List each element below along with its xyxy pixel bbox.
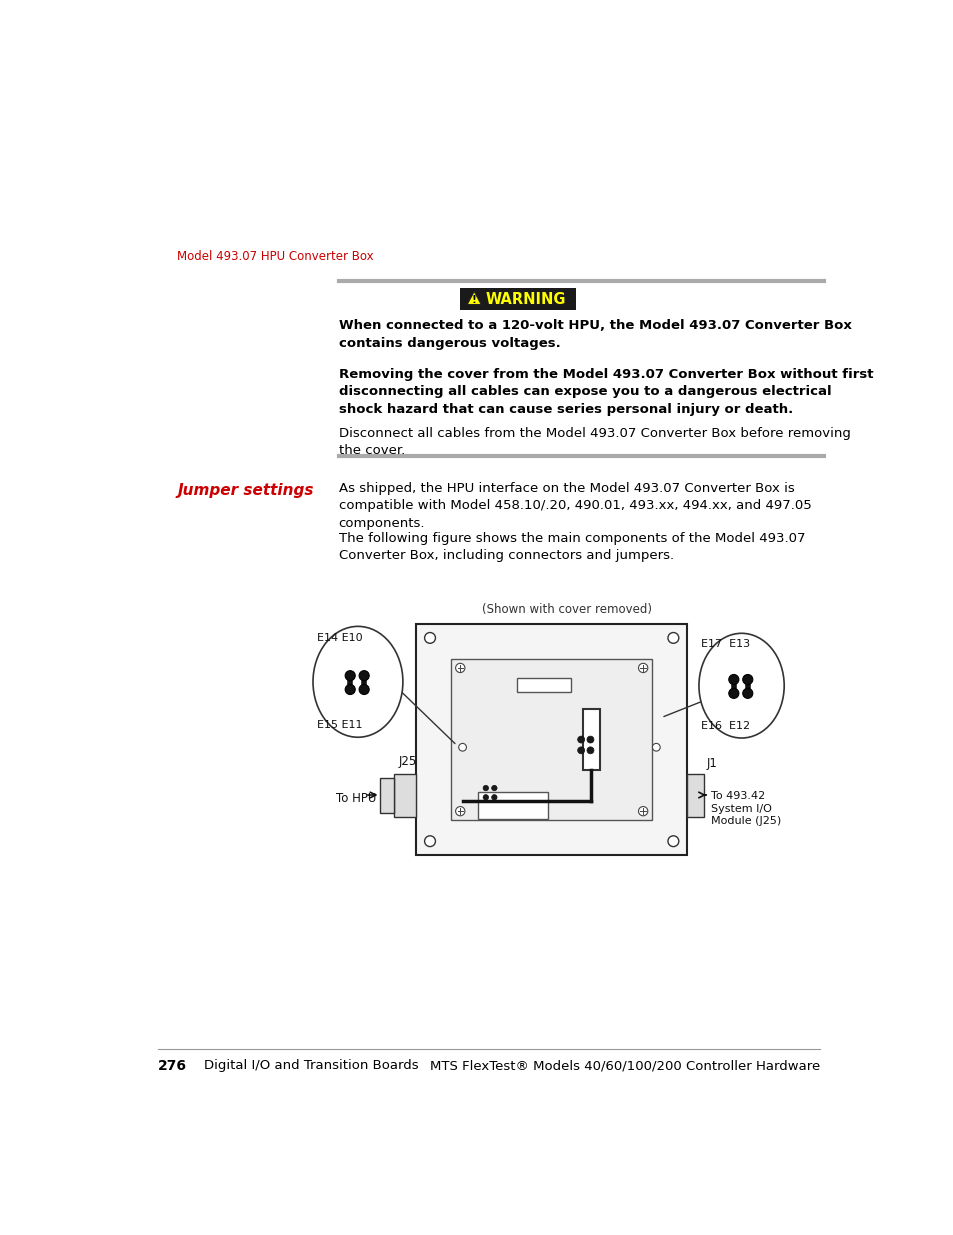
Circle shape — [358, 684, 369, 694]
Circle shape — [728, 688, 738, 698]
Text: Removing the cover from the Model 493.07 Converter Box without first
disconnecti: Removing the cover from the Model 493.07… — [338, 368, 872, 416]
Text: E17  E13: E17 E13 — [700, 640, 750, 650]
Circle shape — [491, 785, 497, 790]
Text: Model 493.07 HPU Converter Box: Model 493.07 HPU Converter Box — [177, 249, 374, 263]
Text: Digital I/O and Transition Boards: Digital I/O and Transition Boards — [204, 1060, 418, 1072]
Circle shape — [742, 688, 752, 698]
Text: J25: J25 — [397, 755, 416, 768]
Text: Jumper settings: Jumper settings — [177, 483, 314, 498]
Text: Disconnect all cables from the Model 493.07 Converter Box before removing
the co: Disconnect all cables from the Model 493… — [338, 427, 849, 457]
Circle shape — [424, 836, 435, 846]
Text: E15 E11: E15 E11 — [316, 720, 362, 730]
Bar — [451, 658, 652, 820]
Circle shape — [586, 736, 594, 743]
Circle shape — [667, 836, 679, 846]
Text: J1: J1 — [706, 757, 717, 771]
Circle shape — [358, 671, 369, 680]
Text: To 493.42
System I/O
Module (J25): To 493.42 System I/O Module (J25) — [710, 792, 780, 826]
Circle shape — [345, 671, 355, 680]
Text: E16  E12: E16 E12 — [700, 721, 750, 731]
Text: (Shown with cover removed): (Shown with cover removed) — [481, 604, 652, 616]
Circle shape — [482, 785, 488, 790]
Text: E14 E10: E14 E10 — [316, 632, 362, 642]
Circle shape — [638, 663, 647, 673]
Circle shape — [652, 743, 659, 751]
Circle shape — [424, 632, 435, 643]
Text: When connected to a 120-volt HPU, the Model 493.07 Converter Box
contains danger: When connected to a 120-volt HPU, the Mo… — [338, 319, 851, 350]
Ellipse shape — [313, 626, 402, 737]
Circle shape — [491, 794, 497, 800]
Circle shape — [578, 747, 584, 753]
Circle shape — [667, 632, 679, 643]
Bar — [416, 624, 686, 855]
Circle shape — [458, 743, 466, 751]
Text: As shipped, the HPU interface on the Model 493.07 Converter Box is
compatible wi: As shipped, the HPU interface on the Mod… — [338, 482, 810, 530]
Circle shape — [482, 794, 488, 800]
Text: MTS FlexTest® Models 40/60/100/200 Controller Hardware: MTS FlexTest® Models 40/60/100/200 Contr… — [429, 1060, 819, 1072]
Text: The following figure shows the main components of the Model 493.07
Converter Box: The following figure shows the main comp… — [338, 531, 804, 562]
Bar — [380, 778, 394, 813]
Bar — [517, 678, 571, 692]
Text: To HPU: To HPU — [335, 792, 376, 804]
Circle shape — [586, 747, 594, 753]
Circle shape — [456, 663, 464, 673]
Polygon shape — [467, 291, 480, 305]
Bar — [394, 774, 416, 816]
FancyBboxPatch shape — [459, 288, 576, 310]
Circle shape — [728, 674, 738, 684]
Circle shape — [638, 806, 647, 816]
Circle shape — [456, 806, 464, 816]
Text: 276: 276 — [158, 1060, 187, 1073]
Circle shape — [742, 674, 752, 684]
Bar — [582, 709, 599, 771]
Ellipse shape — [699, 634, 783, 739]
Bar — [477, 792, 547, 819]
Text: WARNING: WARNING — [485, 291, 566, 306]
Text: !: ! — [472, 295, 476, 305]
Circle shape — [345, 684, 355, 694]
Circle shape — [578, 736, 584, 743]
Bar — [686, 774, 703, 816]
